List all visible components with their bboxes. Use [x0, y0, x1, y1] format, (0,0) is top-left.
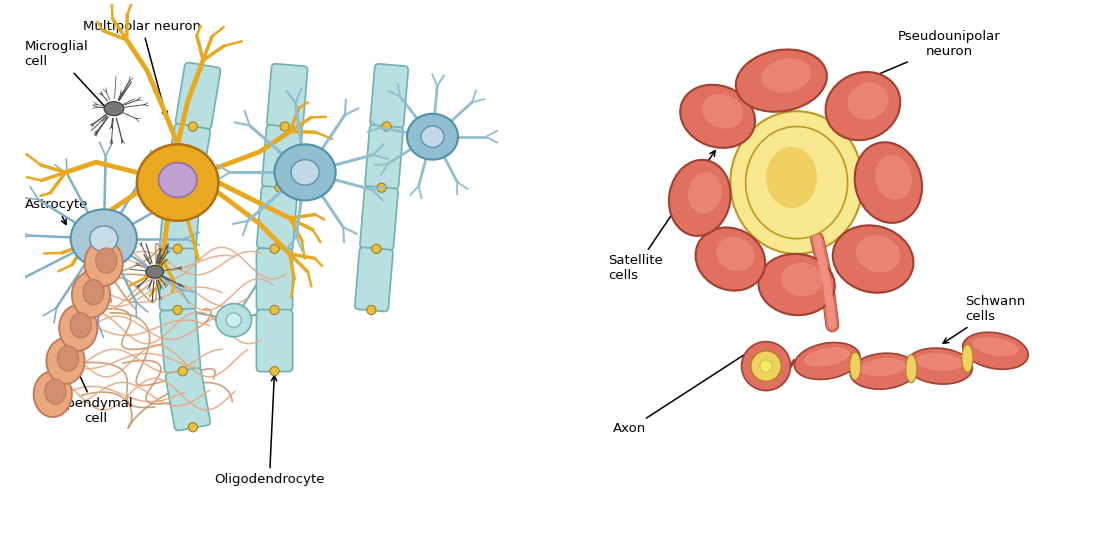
- Ellipse shape: [59, 305, 97, 351]
- Ellipse shape: [758, 254, 834, 315]
- Ellipse shape: [680, 85, 755, 148]
- Ellipse shape: [421, 126, 443, 147]
- Ellipse shape: [794, 343, 860, 380]
- FancyBboxPatch shape: [257, 186, 297, 250]
- Ellipse shape: [159, 163, 197, 197]
- Text: Satellite
cells: Satellite cells: [608, 151, 715, 282]
- FancyBboxPatch shape: [165, 368, 210, 430]
- Ellipse shape: [366, 305, 376, 314]
- Ellipse shape: [275, 144, 336, 200]
- Ellipse shape: [906, 348, 973, 384]
- Text: Schwann
cells: Schwann cells: [943, 295, 1025, 343]
- Ellipse shape: [962, 344, 973, 373]
- Ellipse shape: [850, 352, 861, 380]
- FancyBboxPatch shape: [160, 308, 200, 373]
- FancyBboxPatch shape: [360, 186, 398, 250]
- Text: Axon: Axon: [613, 343, 762, 435]
- Ellipse shape: [146, 265, 163, 278]
- Ellipse shape: [382, 122, 391, 131]
- FancyBboxPatch shape: [261, 125, 303, 189]
- Ellipse shape: [173, 305, 182, 314]
- Ellipse shape: [762, 58, 811, 92]
- FancyBboxPatch shape: [165, 123, 210, 190]
- Ellipse shape: [178, 367, 188, 376]
- Ellipse shape: [376, 183, 386, 192]
- Ellipse shape: [850, 353, 916, 389]
- Ellipse shape: [848, 82, 888, 120]
- Ellipse shape: [89, 226, 117, 251]
- Ellipse shape: [47, 338, 85, 384]
- FancyBboxPatch shape: [160, 186, 200, 250]
- Ellipse shape: [963, 332, 1029, 369]
- Ellipse shape: [104, 102, 124, 116]
- Ellipse shape: [85, 240, 123, 286]
- Ellipse shape: [688, 172, 722, 214]
- Ellipse shape: [71, 272, 111, 318]
- FancyBboxPatch shape: [257, 249, 293, 311]
- FancyBboxPatch shape: [160, 249, 195, 311]
- Ellipse shape: [781, 263, 823, 296]
- FancyBboxPatch shape: [175, 63, 220, 129]
- Ellipse shape: [70, 209, 137, 268]
- Ellipse shape: [96, 248, 117, 273]
- Ellipse shape: [906, 355, 917, 382]
- Ellipse shape: [173, 244, 182, 254]
- Ellipse shape: [372, 244, 381, 254]
- Circle shape: [751, 351, 781, 381]
- Text: Oligodendrocyte: Oligodendrocyte: [214, 376, 325, 486]
- Ellipse shape: [716, 237, 755, 271]
- Ellipse shape: [804, 347, 850, 367]
- Ellipse shape: [407, 114, 458, 159]
- Ellipse shape: [292, 159, 319, 185]
- Ellipse shape: [178, 183, 188, 192]
- Ellipse shape: [746, 127, 848, 239]
- Ellipse shape: [70, 313, 92, 338]
- Text: Ependymal
cell: Ependymal cell: [59, 365, 133, 425]
- Ellipse shape: [731, 111, 863, 254]
- Ellipse shape: [669, 160, 731, 236]
- Ellipse shape: [703, 94, 743, 128]
- Ellipse shape: [280, 122, 289, 131]
- Ellipse shape: [83, 280, 104, 305]
- Ellipse shape: [275, 183, 284, 192]
- Text: Microglial
cell: Microglial cell: [25, 40, 111, 113]
- Text: Astrocyte: Astrocyte: [25, 198, 88, 225]
- FancyBboxPatch shape: [257, 310, 293, 372]
- Ellipse shape: [696, 227, 765, 290]
- Ellipse shape: [137, 144, 219, 221]
- Ellipse shape: [189, 423, 198, 432]
- FancyBboxPatch shape: [370, 64, 408, 128]
- Ellipse shape: [875, 155, 911, 200]
- Ellipse shape: [916, 353, 963, 371]
- Text: Pseudounipolar
neuron: Pseudounipolar neuron: [831, 30, 1001, 95]
- Ellipse shape: [270, 244, 279, 254]
- Ellipse shape: [766, 147, 817, 208]
- Ellipse shape: [226, 313, 241, 327]
- Ellipse shape: [270, 367, 279, 376]
- Ellipse shape: [855, 143, 922, 223]
- Ellipse shape: [860, 358, 906, 376]
- FancyBboxPatch shape: [355, 248, 393, 312]
- Ellipse shape: [856, 236, 900, 273]
- Ellipse shape: [973, 337, 1019, 356]
- Ellipse shape: [189, 122, 198, 131]
- Ellipse shape: [751, 137, 822, 208]
- Ellipse shape: [270, 305, 279, 314]
- FancyBboxPatch shape: [365, 125, 403, 189]
- Ellipse shape: [833, 225, 914, 293]
- Circle shape: [742, 342, 791, 391]
- Circle shape: [760, 360, 772, 372]
- Text: Multipolar neuron: Multipolar neuron: [83, 20, 201, 117]
- Ellipse shape: [45, 379, 66, 404]
- Ellipse shape: [825, 72, 900, 140]
- Ellipse shape: [34, 371, 71, 417]
- Ellipse shape: [216, 304, 251, 337]
- FancyBboxPatch shape: [267, 64, 307, 128]
- Ellipse shape: [736, 50, 827, 112]
- Ellipse shape: [58, 346, 78, 371]
